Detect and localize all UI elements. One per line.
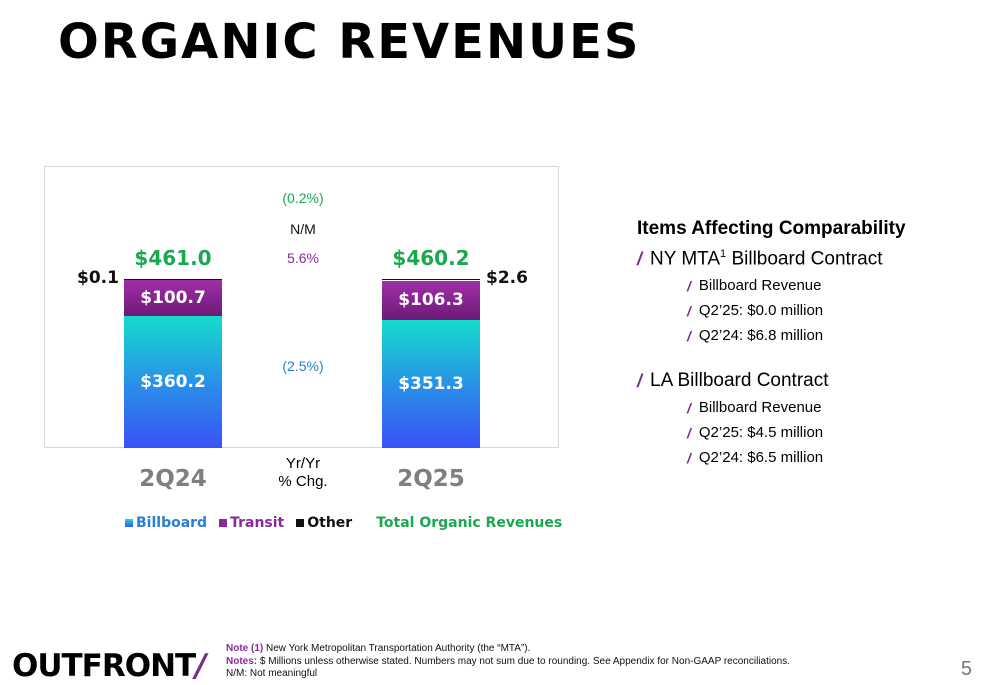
data-label-billboard: $351.3: [398, 373, 464, 394]
comparability-panel: Items Affecting Comparability / NY MTA1 …: [637, 218, 987, 474]
category-label: 2Q24: [139, 466, 207, 492]
yoy-change-total: (0.2%): [282, 190, 324, 206]
page-title: ORGANIC REVENUES: [58, 14, 641, 70]
item-text: Q2’25: $0.0 million: [698, 302, 824, 320]
legend-other-label: Other: [307, 515, 353, 531]
yoy-change-transit: 5.6%: [287, 250, 319, 266]
footnote-1: Note (1) New York Metropolitan Transport…: [226, 643, 790, 656]
footnote-notes: Notes: $ Millions unless otherwise state…: [226, 656, 790, 669]
legend-other-swatch: [296, 519, 305, 527]
bar-segment-billboard: $360.2: [124, 316, 222, 448]
data-label-transit: $106.3: [398, 290, 464, 311]
legend-transit-label: Transit: [230, 515, 285, 531]
footnote-text: New York Metropolitan Transportation Aut…: [263, 643, 531, 654]
group-title-main: NY MTA: [650, 248, 721, 270]
slash-bullet-icon: /: [687, 302, 691, 319]
comparability-item: / Billboard Revenue: [687, 399, 987, 416]
data-label-other: $0.1: [77, 267, 119, 288]
comparability-group-title: / NY MTA1 Billboard Contract: [637, 248, 987, 270]
footnote-nm: N/M: Not meaningful: [226, 668, 318, 679]
total-label: $461.0: [134, 245, 212, 270]
footnote-key: Note (1): [226, 643, 264, 654]
legend-billboard-label: Billboard: [136, 515, 208, 531]
slash-bullet-icon: /: [637, 370, 643, 391]
logo-slash-icon: /: [195, 648, 206, 684]
item-text: Q2’24: $6.8 million: [698, 327, 824, 345]
logo-text: OUTFRONT: [12, 648, 196, 684]
bar-segment-transit: $106.3: [382, 280, 480, 320]
comparability-item: / Q2’24: $6.5 million: [687, 449, 987, 466]
yoy-header-line: Yr/Yr: [285, 455, 321, 472]
yoy-header-line: % Chg.: [278, 473, 328, 490]
slash-bullet-icon: /: [637, 248, 643, 269]
slash-bullet-icon: /: [687, 424, 691, 441]
comparability-heading: Items Affecting Comparability: [637, 218, 906, 239]
legend-total-label: Total Organic Revenues: [376, 515, 563, 531]
legend-transit: Transit: [219, 515, 284, 531]
chart-frame: [44, 166, 559, 448]
comparability-item: / Billboard Revenue: [687, 277, 987, 294]
bar-segment-transit: $100.7: [124, 279, 222, 317]
company-logo: OUTFRONT/: [12, 648, 207, 684]
group-title-suffix: Billboard Contract: [726, 248, 883, 270]
total-label: $460.2: [392, 245, 470, 270]
footnotes: Note (1) New York Metropolitan Transport…: [226, 643, 790, 681]
notes-text: $ Millions unless otherwise stated. Numb…: [257, 655, 790, 667]
item-text: Billboard Revenue: [698, 277, 822, 295]
group-title-main: LA Billboard Contract: [650, 370, 829, 392]
comparability-item: / Q2’24: $6.8 million: [687, 327, 987, 344]
yoy-header: Yr/Yr% Chg.: [263, 455, 343, 491]
item-text: Q2’25: $4.5 million: [698, 424, 824, 442]
item-text: Billboard Revenue: [698, 399, 822, 417]
data-label-other: $2.6: [486, 267, 528, 288]
item-text: Q2’24: $6.5 million: [698, 449, 824, 467]
bar-segment-other: [124, 278, 222, 281]
notes-key: Notes:: [226, 655, 258, 667]
bar-segment-billboard: $351.3: [382, 319, 480, 448]
legend-other: Other: [296, 515, 352, 531]
slash-bullet-icon: /: [687, 449, 691, 466]
page-number: 5: [960, 658, 972, 680]
legend-billboard-swatch: [125, 519, 133, 527]
comparability-group-title: / LA Billboard Contract: [637, 370, 987, 392]
legend-billboard: Billboard: [125, 515, 207, 531]
data-label-billboard: $360.2: [140, 372, 206, 393]
comparability-item: / Q2’25: $0.0 million: [687, 302, 987, 319]
slash-bullet-icon: /: [687, 277, 691, 294]
yoy-change-other: N/M: [290, 221, 316, 237]
slash-bullet-icon: /: [687, 327, 691, 344]
comparability-item: / Q2’25: $4.5 million: [687, 424, 987, 441]
footnote-marker: 1: [720, 248, 727, 260]
legend-transit-swatch: [219, 519, 228, 527]
chart-legend: Billboard Transit Other Total Organic Re…: [125, 515, 568, 531]
yoy-change-billboard: (2.5%): [282, 358, 324, 374]
legend-total: Total Organic Revenues: [376, 515, 562, 531]
category-label: 2Q25: [397, 466, 465, 492]
slash-bullet-icon: /: [687, 399, 691, 416]
group-title-text: NY MTA1 Billboard Contract: [650, 248, 882, 270]
data-label-transit: $100.7: [140, 287, 206, 308]
bar-segment-other: [382, 278, 480, 281]
